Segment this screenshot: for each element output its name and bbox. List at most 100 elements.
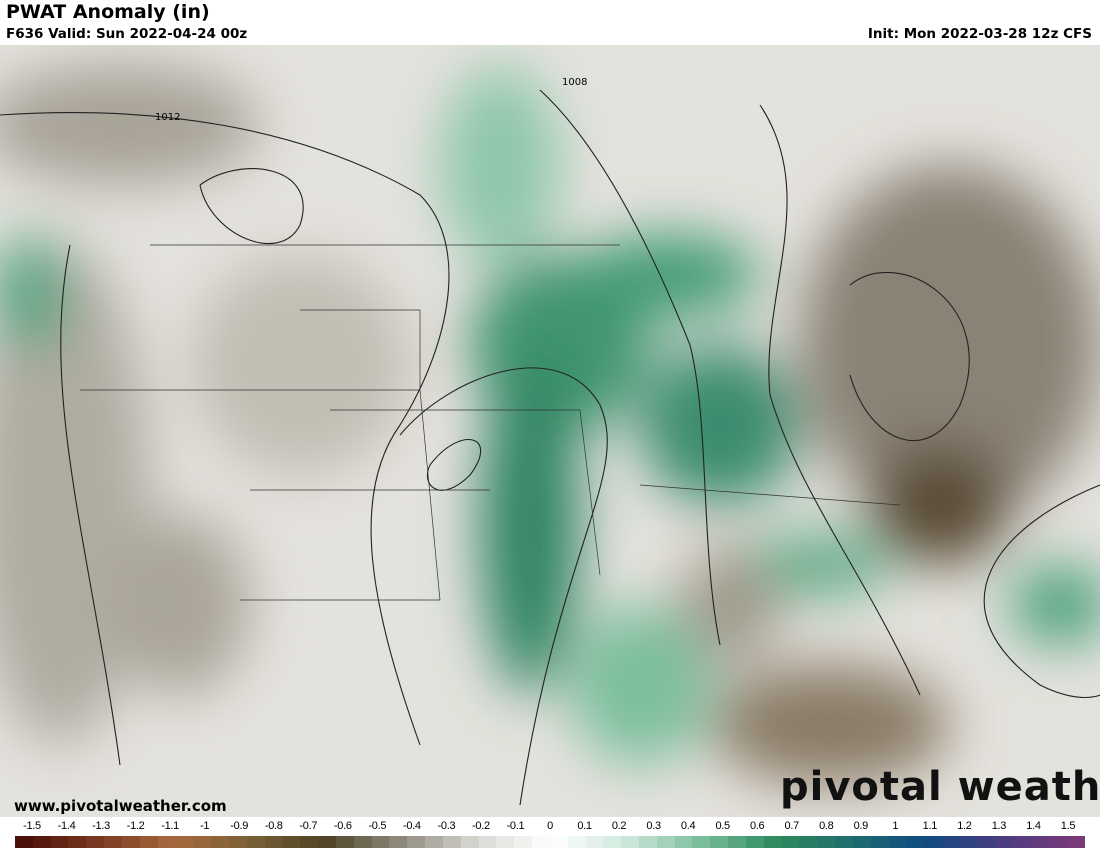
- colorbar-tick-label: 0.1: [577, 820, 592, 832]
- colorbar-cell: [888, 836, 907, 848]
- colorbar-tick-label: 1: [892, 820, 899, 832]
- colorbar-cell: [710, 836, 729, 848]
- colorbar-cell: [621, 836, 639, 848]
- colorbar-cell: [924, 836, 943, 848]
- colorbar-cell: [1066, 836, 1085, 848]
- colorbar-cell: [1031, 836, 1050, 848]
- colorbar-tick-label: -1.5: [23, 820, 41, 832]
- colorbar-tick-label: -0.9: [230, 820, 249, 832]
- colorbar-cell: [496, 836, 515, 848]
- colorbar-tick-label: -0.3: [437, 820, 456, 832]
- colorbar-cell: [228, 836, 247, 848]
- colorbar-cell: [906, 836, 925, 848]
- colorbar-tick-label: 0.8: [819, 820, 834, 832]
- map-field: 1012 1008: [0, 45, 1100, 817]
- colorbar-cell: [674, 836, 693, 848]
- colorbar-tick-label: 0.2: [611, 820, 627, 832]
- colorbar-tick-label: 0.4: [680, 820, 696, 832]
- colorbar-cell: [995, 836, 1014, 848]
- colorbar-tick-label: 0.3: [646, 820, 661, 832]
- pwat-anomaly-map: 1012 1008: [0, 45, 1100, 817]
- state-borders: [80, 244, 901, 601]
- colorbar-cell: [603, 836, 622, 848]
- colorbar-cell: [15, 836, 33, 848]
- colorbar-tick-label: 1.2: [957, 820, 972, 832]
- colorbar-cell: [300, 836, 319, 848]
- colorbar-cell: [763, 836, 782, 848]
- colorbar-tick-label: -1.1: [161, 820, 180, 832]
- colorbar-tick-label: -1.2: [126, 820, 145, 832]
- colorbar-tick-label: -0.5: [368, 820, 387, 832]
- colorbar-tick-label: -1.3: [92, 820, 110, 832]
- colorbar-tick-label: -1: [200, 820, 210, 832]
- colorbar-cell: [104, 836, 122, 848]
- colorbar-cell: [460, 836, 479, 848]
- init-time: Init: Mon 2022-03-28 12z CFS: [867, 26, 1092, 42]
- colorbar-tick-label: 0.5: [715, 820, 730, 832]
- colorbar-cell: [692, 836, 711, 848]
- colorbar-cell: [68, 836, 87, 848]
- colorbar-cell: [139, 836, 158, 848]
- colorbar-tick-label: 1.3: [991, 820, 1007, 832]
- colorbar-cell: [193, 836, 212, 848]
- colorbar-cell: [211, 836, 229, 848]
- colorbar-tick-label: 0.7: [784, 820, 800, 832]
- colorbar-cell: [282, 836, 301, 848]
- colorbar-tick-label: -0.2: [472, 820, 490, 832]
- colorbar-cell: [959, 836, 978, 848]
- colorbar-cell: [638, 836, 657, 848]
- map-title: PWAT Anomaly (in): [6, 1, 210, 23]
- colorbar-tick-label: 0.6: [749, 820, 765, 832]
- colorbar-cell: [585, 836, 604, 848]
- colorbar-cell: [817, 836, 836, 848]
- colorbar-cell: [728, 836, 746, 848]
- colorbar-cell: [852, 836, 871, 848]
- valid-time: F636 Valid: Sun 2022-04-24 00z: [6, 26, 248, 42]
- colorbar-cell: [1049, 836, 1067, 848]
- colorbar-tick-label: -0.4: [402, 820, 421, 832]
- colorbar-cell: [86, 836, 105, 848]
- isobar-contours: [0, 89, 1100, 806]
- colorbar-tick-label: -0.8: [264, 820, 283, 832]
- colorbar-cell: [175, 836, 194, 848]
- colorbar-tick-label: 0.9: [853, 820, 869, 832]
- colorbar-ticks: -1.5 -1.4 -1.3 -1.2 -1.1 -1 -0.9 -0.8 -0.7 -0.6 -0…: [0, 819, 1100, 834]
- colorbar-cell: [246, 836, 265, 848]
- colorbar-cell: [870, 836, 889, 848]
- pivotal-weather-watermark: pivotal weather: [780, 764, 1100, 810]
- colorbar-cell: [1013, 836, 1032, 848]
- colorbar: [15, 836, 1085, 848]
- colorbar-cell: [157, 836, 176, 848]
- colorbar-cell: [977, 836, 996, 848]
- contour-label-1012: 1012: [155, 112, 180, 123]
- colorbar-cell: [442, 836, 461, 848]
- colorbar-tick-label: 1.5: [1060, 820, 1076, 832]
- colorbar-tick-label: -0.6: [333, 820, 352, 832]
- colorbar-cell: [407, 836, 426, 848]
- colorbar-cell: [549, 836, 568, 848]
- colorbar-tick-label: 1.4: [1026, 820, 1041, 832]
- colorbar-cell: [514, 836, 533, 848]
- colorbar-tick-label: -0.7: [299, 820, 318, 832]
- colorbar-tick-label: 1.1: [922, 820, 938, 832]
- colorbar-tick-label: -0.1: [506, 820, 525, 832]
- colorbar-cell: [781, 836, 800, 848]
- colorbar-cell: [942, 836, 960, 848]
- colorbar-cell: [318, 836, 336, 848]
- colorbar-cell: [335, 836, 354, 848]
- contour-label-1008: 1008: [562, 77, 587, 88]
- colorbar-cell: [799, 836, 818, 848]
- colorbar-cell: [656, 836, 675, 848]
- colorbar-cell: [745, 836, 764, 848]
- colorbar-cell: [567, 836, 586, 848]
- colorbar-cell: [264, 836, 283, 848]
- colorbar-cell: [389, 836, 408, 848]
- website-link[interactable]: www.pivotalweather.com: [14, 797, 227, 815]
- colorbar-tick-label: 0: [547, 820, 553, 832]
- colorbar-tick-label: -1.4: [57, 820, 76, 832]
- colorbar-cell: [121, 836, 140, 848]
- colorbar-cell: [478, 836, 497, 848]
- colorbar-cell: [32, 836, 51, 848]
- colorbar-cell: [353, 836, 372, 848]
- colorbar-cell: [532, 836, 550, 848]
